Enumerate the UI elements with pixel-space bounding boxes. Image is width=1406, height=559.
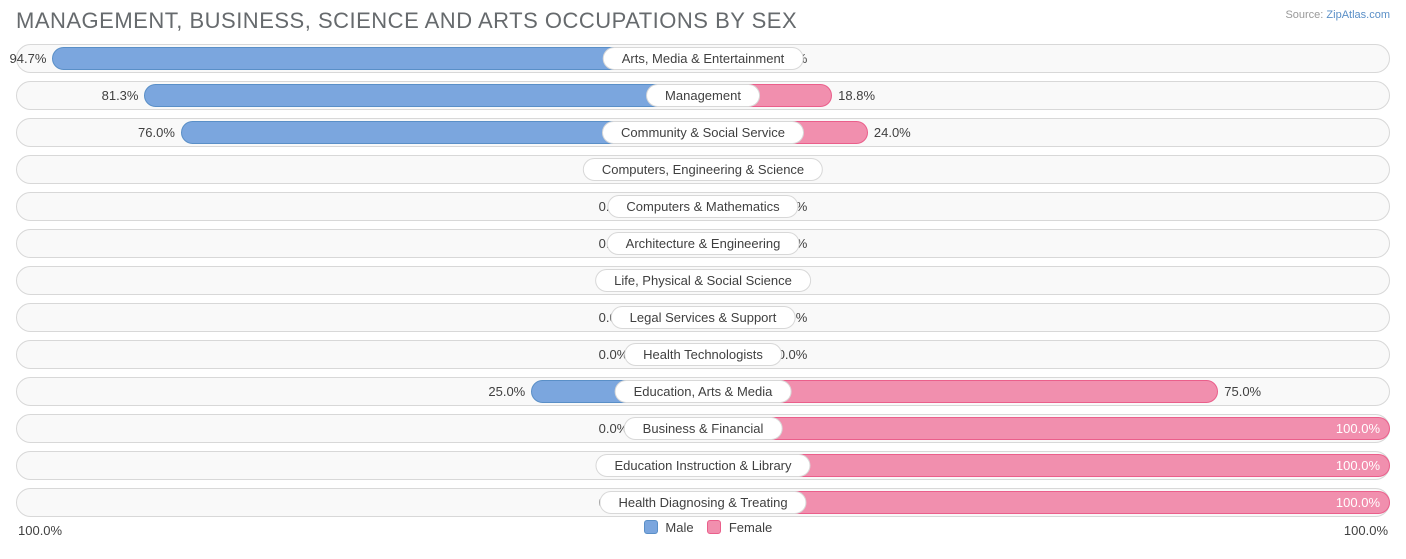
chart-row: 0.0%100.0%Education Instruction & Librar… (16, 449, 1390, 482)
legend-female-label: Female (729, 520, 772, 535)
category-label: Arts, Media & Entertainment (603, 47, 804, 70)
source-label: Source: (1285, 9, 1323, 21)
male-value-label: 94.7% (10, 47, 47, 70)
female-value-label: 100.0% (1336, 454, 1380, 477)
male-swatch-icon (644, 520, 658, 534)
chart-row: 0.0%0.0%Computers & Mathematics (16, 190, 1390, 223)
legend-male-label: Male (665, 520, 693, 535)
category-label: Health Diagnosing & Treating (599, 491, 806, 514)
female-value-label: 0.0% (778, 343, 808, 366)
category-label: Education Instruction & Library (595, 454, 810, 477)
chart-row: 0.0%100.0%Business & Financial (16, 412, 1390, 445)
axis-left-label: 100.0% (18, 523, 62, 538)
chart-row: 0.0%0.0%Architecture & Engineering (16, 227, 1390, 260)
category-label: Computers & Mathematics (607, 195, 798, 218)
female-swatch-icon (707, 520, 721, 534)
chart-row: 81.3% 18.8% Management (16, 79, 1390, 112)
chart-source: Source: ZipAtlas.com (1285, 8, 1390, 22)
source-name: ZipAtlas.com (1326, 9, 1390, 21)
female-value-label: 24.0% (874, 121, 911, 144)
chart-container: MANAGEMENT, BUSINESS, SCIENCE AND ARTS O… (0, 0, 1406, 539)
female-bar (703, 417, 1390, 440)
diverging-bar-chart: 94.7%5.3%Arts, Media & Entertainment 81.3… (16, 42, 1390, 519)
chart-row: 25.0% 75.0% Education, Arts & Media (16, 375, 1390, 408)
chart-row: 0.0%100.0%Health Diagnosing & Treating (16, 486, 1390, 519)
female-value-label: 75.0% (1224, 380, 1261, 403)
male-bar (144, 84, 703, 107)
chart-title: MANAGEMENT, BUSINESS, SCIENCE AND ARTS O… (16, 8, 797, 34)
chart-row: 0.0%0.0%Life, Physical & Social Science (16, 264, 1390, 297)
category-label: Community & Social Service (602, 121, 804, 144)
chart-row: 94.7%5.3%Arts, Media & Entertainment (16, 42, 1390, 75)
male-value-label: 25.0% (488, 380, 525, 403)
category-label: Life, Physical & Social Science (595, 269, 811, 292)
chart-row: 0.0%0.0%Legal Services & Support (16, 301, 1390, 334)
category-label: Architecture & Engineering (607, 232, 800, 255)
axis-right-label: 100.0% (1344, 523, 1388, 538)
category-label: Business & Financial (624, 417, 783, 440)
chart-header: MANAGEMENT, BUSINESS, SCIENCE AND ARTS O… (16, 8, 1390, 34)
female-value-label: 100.0% (1336, 491, 1380, 514)
category-label: Health Technologists (624, 343, 782, 366)
male-value-label: 81.3% (102, 84, 139, 107)
male-value-label: 76.0% (138, 121, 175, 144)
female-value-label: 18.8% (838, 84, 875, 107)
category-label: Legal Services & Support (611, 306, 796, 329)
category-label: Education, Arts & Media (615, 380, 792, 403)
chart-row: 76.0% 24.0% Community & Social Service (16, 116, 1390, 149)
chart-row: 0.0%0.0%Health Technologists (16, 338, 1390, 371)
chart-row: 0.0%0.0%Computers, Engineering & Science (16, 153, 1390, 186)
legend: Male Female (16, 520, 1390, 535)
category-label: Computers, Engineering & Science (583, 158, 823, 181)
category-label: Management (646, 84, 760, 107)
female-value-label: 100.0% (1336, 417, 1380, 440)
